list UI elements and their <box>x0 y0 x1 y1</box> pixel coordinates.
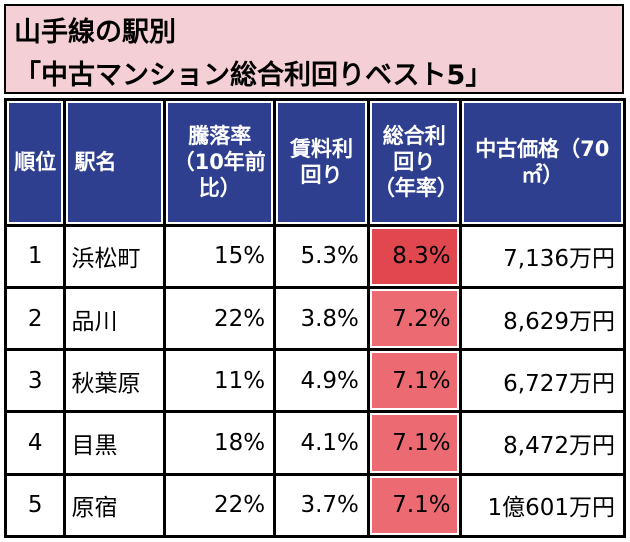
table-row: 1 浜松町 15% 5.3% 8.3% 7,136万円 <box>7 226 623 286</box>
table-row: 5 原宿 22% 3.7% 7.1% 1億601万円 <box>7 475 623 535</box>
price-cell: 8,629万円 <box>461 288 623 349</box>
total-yield-cell: 7.1% <box>369 475 459 535</box>
total-yield-cell: 7.2% <box>369 288 459 349</box>
title-line-1: 山手線の駅別 <box>14 17 176 48</box>
rent-yield-cell: 4.1% <box>276 413 367 473</box>
header-change: 騰落率（10年前比） <box>166 101 274 224</box>
title-line-2: 「中古マンション総合利回りベスト5」 <box>14 60 493 91</box>
price-cell: 7,136万円 <box>461 226 623 286</box>
change-cell: 15% <box>166 226 274 286</box>
header-price: 中古価格（70㎡） <box>461 101 623 224</box>
title-box: 山手線の駅別 「中古マンション総合利回りベスト5」 <box>4 4 624 94</box>
header-station: 駅名 <box>66 101 164 224</box>
station-cell: 品川 <box>66 288 164 349</box>
change-cell: 11% <box>166 351 274 411</box>
rent-yield-cell: 3.8% <box>276 288 367 349</box>
price-cell: 8,472万円 <box>461 413 623 473</box>
station-cell: 原宿 <box>66 475 164 535</box>
station-cell: 秋葉原 <box>66 351 164 411</box>
rank-cell: 2 <box>7 288 64 349</box>
rank-cell: 1 <box>7 226 64 286</box>
table-row: 3 秋葉原 11% 4.9% 7.1% 6,727万円 <box>7 351 623 411</box>
table-row: 2 品川 22% 3.8% 7.2% 8,629万円 <box>7 288 623 349</box>
price-cell: 6,727万円 <box>461 351 623 411</box>
station-cell: 浜松町 <box>66 226 164 286</box>
table-row: 4 目黒 18% 4.1% 7.1% 8,472万円 <box>7 413 623 473</box>
rent-yield-cell: 3.7% <box>276 475 367 535</box>
price-cell: 1億601万円 <box>461 475 623 535</box>
change-cell: 22% <box>166 288 274 349</box>
rent-yield-cell: 5.3% <box>276 226 367 286</box>
table-header-row: 順位 駅名 騰落率（10年前比） 賃料利回り 総合利回り（年率） 中古価格（70… <box>7 101 623 224</box>
header-rent-yield: 賃料利回り <box>276 101 367 224</box>
total-yield-cell: 7.1% <box>369 351 459 411</box>
total-yield-cell: 7.1% <box>369 413 459 473</box>
header-rank: 順位 <box>7 101 64 224</box>
header-total-yield: 総合利回り（年率） <box>369 101 459 224</box>
change-cell: 22% <box>166 475 274 535</box>
station-cell: 目黒 <box>66 413 164 473</box>
rank-cell: 5 <box>7 475 64 535</box>
total-yield-cell: 8.3% <box>369 226 459 286</box>
rent-yield-cell: 4.9% <box>276 351 367 411</box>
rank-cell: 4 <box>7 413 64 473</box>
ranking-table: 順位 駅名 騰落率（10年前比） 賃料利回り 総合利回り（年率） 中古価格（70… <box>4 98 626 538</box>
rank-cell: 3 <box>7 351 64 411</box>
change-cell: 18% <box>166 413 274 473</box>
